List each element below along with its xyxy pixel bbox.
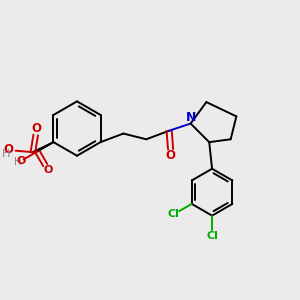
Text: H: H: [2, 148, 10, 159]
Text: O: O: [16, 156, 26, 166]
Text: Cl: Cl: [206, 231, 218, 241]
Text: O: O: [43, 164, 52, 175]
Text: N: N: [185, 111, 196, 124]
Text: O: O: [32, 122, 42, 135]
Text: H: H: [14, 158, 21, 167]
Text: Cl: Cl: [168, 209, 180, 219]
Text: O: O: [3, 143, 14, 156]
Text: O: O: [166, 149, 176, 162]
